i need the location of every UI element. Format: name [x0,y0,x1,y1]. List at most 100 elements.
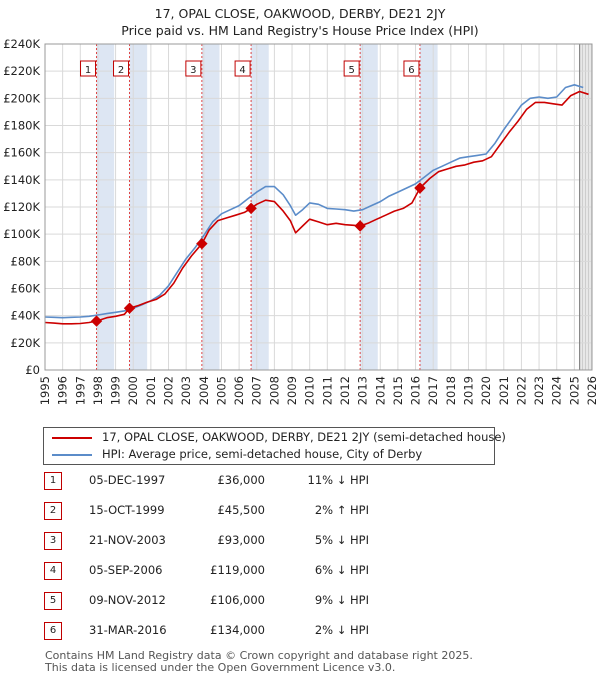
sale-badge-box-5 [343,60,360,77]
legend-label-property: 17, OPAL CLOSE, OAKWOOD, DERBY, DE21 2JY… [102,430,506,444]
series-line-property [44,90,589,325]
sale-price: £106,000 [210,593,265,607]
footer-licence: This data is licensed under the Open Gov… [45,661,396,674]
sale-hpi-diff: 9% ↓ HPI [314,593,369,607]
footer: Contains HM Land Registry data © Crown c… [45,650,473,674]
x-tick-label: 2008 [267,376,281,405]
sale-point-2 [123,302,136,314]
sale-date: 31-MAR-2016 [89,623,167,637]
y-tick-label: £240K [3,37,40,51]
sale-price: £45,500 [217,503,265,517]
y-tick-label: £0 [25,363,40,377]
y-tick-label: £120K [3,200,40,214]
x-tick-label: 1996 [56,376,70,405]
x-tick-label: 2018 [444,376,458,405]
sale-number-badge: 4 [44,562,62,580]
x-tick-label: 2005 [214,376,228,405]
x-tick-label: 2003 [179,376,193,405]
plot-frame [44,43,593,371]
x-tick-label: 2009 [285,376,299,405]
y-tick-label: £20K [11,336,41,350]
x-tick-label: 2017 [426,376,440,405]
legend-label-hpi: HPI: Average price, semi-detached house,… [102,447,423,461]
sale-hpi-diff: 6% ↓ HPI [314,563,369,577]
sales-table-row: 5 09-NOV-2012 £106,000 9% ↓ HPI [40,590,440,610]
sale-point-5 [354,220,366,232]
sale-price: £93,000 [217,533,265,547]
chart-legend: 17, OPAL CLOSE, OAKWOOD, DERBY, DE21 2JY… [43,427,506,465]
chart-title-line2: Price paid vs. HM Land Registry's House … [121,23,479,38]
sale-price: £119,000 [210,563,265,577]
x-tick-label: 2024 [550,376,564,405]
sale-hpi-diff: 5% ↓ HPI [314,533,369,547]
sale-date: 09-NOV-2012 [89,593,166,607]
price-chart: £0 £20K £40K £60K £80K £100K £120K £140K £160K £1… [3,37,599,405]
sale-badge-label-4: 4 [239,65,245,76]
sale-point-6 [414,182,426,194]
sale-hpi-diff: 2% ↑ HPI [314,503,369,517]
x-tick-label: 2023 [532,376,546,405]
sale-badge-box-1 [80,60,97,77]
sale-number-badge: 3 [44,532,62,550]
footer-copyright: Contains HM Land Registry data © Crown c… [45,649,473,662]
x-tick-label: 2011 [320,376,334,405]
x-tick-label: 2013 [356,376,370,405]
x-tick-label: 1998 [91,376,105,405]
sales-table-row: 2 15-OCT-1999 £45,500 2% ↑ HPI [40,500,440,520]
x-tick-label: 1995 [38,376,52,405]
x-tick-label: 2015 [391,376,405,405]
sale-badge-box-3 [185,60,202,77]
sales-table-row: 3 21-NOV-2003 £93,000 5% ↓ HPI [40,530,440,550]
sale-price: £36,000 [217,473,265,487]
sale-badge-box-6 [403,60,420,77]
x-tick-label: 2001 [144,376,158,405]
sale-badge-label-2: 2 [118,65,124,76]
sale-number-badge: 5 [44,592,62,610]
chart-title-line1: 17, OPAL CLOSE, OAKWOOD, DERBY, DE21 2JY [154,6,446,21]
legend-swatch-property [52,436,92,439]
y-tick-label: £40K [11,309,41,323]
x-tick-label: 2022 [514,376,528,405]
sale-badge-label-6: 6 [408,65,414,76]
sale-price: £134,000 [210,623,265,637]
sales-table-row: 4 05-SEP-2006 £119,000 6% ↓ HPI [40,560,440,580]
sale-date: 05-DEC-1997 [89,473,166,487]
sale-point-1 [90,315,103,327]
sale-point-4 [245,202,257,215]
legend-swatch-hpi [52,453,92,456]
x-tick-label: 2014 [373,376,387,405]
x-tick-label: 1999 [109,376,123,405]
x-tick-label: 2000 [126,376,140,405]
sale-badge-label-1: 1 [85,65,91,76]
x-tick-label: 2021 [497,376,511,405]
sale-number-badge: 2 [44,502,62,520]
y-tick-label: £140K [3,173,40,187]
sale-badge-label-5: 5 [348,65,354,76]
x-tick-label: 2004 [197,376,211,405]
sale-date: 05-SEP-2006 [89,563,163,577]
x-tick-label: 2010 [303,376,317,405]
sale-badge-box-4 [234,60,251,77]
x-tick-label: 1997 [73,376,87,405]
x-tick-label: 2019 [461,376,475,405]
sales-table-row: 6 31-MAR-2016 £134,000 2% ↓ HPI [40,620,440,640]
sale-number-badge: 1 [44,472,62,490]
x-tick-label: 2012 [338,376,352,405]
y-tick-label: £200K [3,91,40,105]
series-line-hpi [44,84,584,319]
sale-number-badge: 6 [44,622,62,640]
x-tick-label: 2002 [162,376,176,405]
x-tick-label: 2006 [232,376,246,405]
sale-date: 15-OCT-1999 [89,503,165,517]
sales-table-row: 1 05-DEC-1997 £36,000 11% ↓ HPI [40,470,440,490]
x-tick-label: 2025 [567,376,581,405]
sale-point-3 [196,237,208,250]
sale-date: 21-NOV-2003 [89,533,166,547]
y-tick-label: £220K [3,64,40,78]
y-tick-label: £80K [11,254,41,268]
sale-hpi-diff: 11% ↓ HPI [307,473,369,487]
y-tick-label: £180K [3,119,40,133]
sale-hpi-diff: 2% ↓ HPI [314,623,369,637]
x-tick-label: 2026 [585,376,599,405]
x-tick-label: 2016 [409,376,423,405]
